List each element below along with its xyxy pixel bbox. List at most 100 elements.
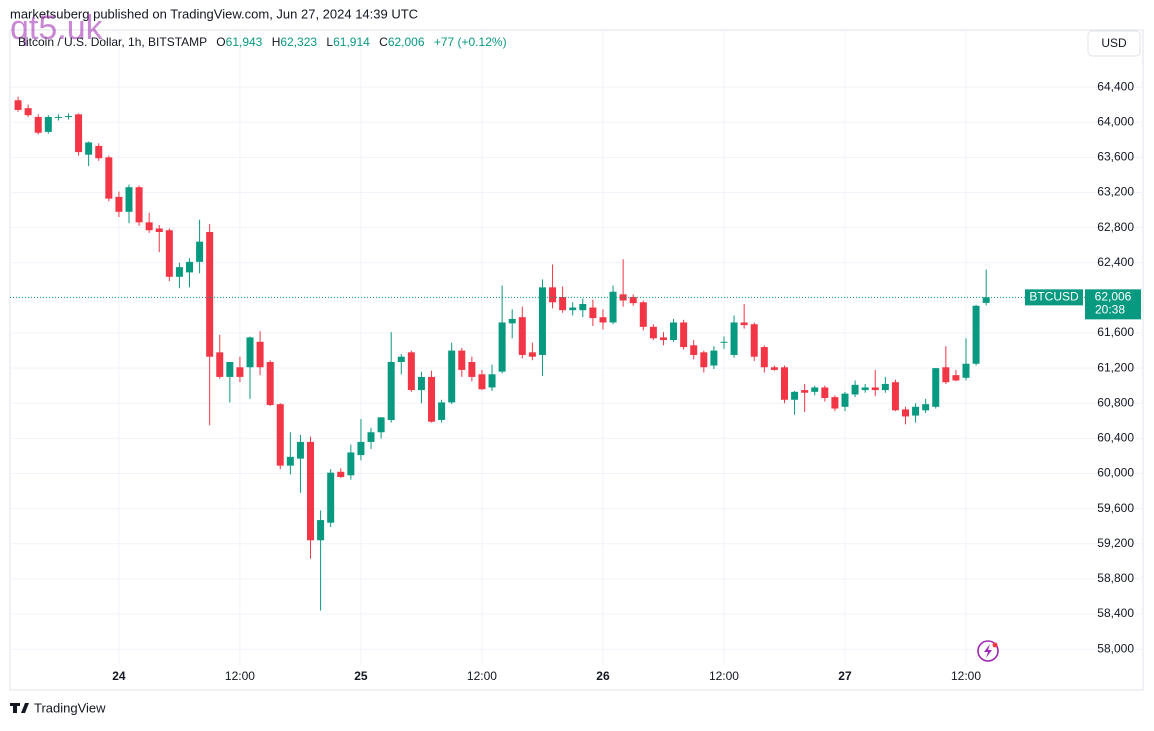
- alert-icon[interactable]: [977, 640, 999, 662]
- legend-key: C: [379, 35, 388, 49]
- candle-body: [216, 352, 224, 377]
- x-tick-label: 24: [112, 669, 126, 683]
- currency-label[interactable]: USD: [1101, 36, 1127, 50]
- candle-body: [740, 322, 748, 326]
- candle-body: [367, 432, 375, 442]
- candle-body: [135, 187, 143, 223]
- legend-change: +77 (+0.12%): [434, 35, 507, 49]
- candle-body: [720, 341, 728, 343]
- candle-body: [407, 352, 415, 391]
- candle-body: [327, 472, 335, 523]
- x-tick-label: 12:00: [709, 669, 739, 683]
- candle-body: [690, 345, 698, 355]
- candle-body: [337, 471, 345, 478]
- candle-body: [165, 230, 173, 277]
- y-tick-label: 64,400: [1097, 79, 1134, 93]
- candle-body: [105, 157, 113, 199]
- candle-body: [891, 382, 899, 411]
- legend-key: L: [326, 35, 333, 49]
- x-tick-label: 27: [838, 669, 852, 683]
- candle-body: [851, 384, 859, 395]
- price-tag-countdown: 20:38: [1095, 303, 1125, 317]
- candle-body: [609, 291, 617, 323]
- candle-body: [196, 241, 204, 262]
- symbol-tag: [1025, 289, 1083, 306]
- candle-body: [841, 393, 849, 407]
- y-tick-label: 60,000: [1097, 466, 1134, 480]
- candle-body: [387, 361, 395, 420]
- candle-body: [478, 374, 486, 390]
- symbol-tag-text: BTCUSD: [1029, 290, 1079, 304]
- candle-body: [619, 294, 627, 301]
- candle-body: [569, 307, 577, 311]
- candle-body: [952, 375, 960, 381]
- alert-circle[interactable]: [977, 640, 999, 662]
- candle-body: [912, 406, 920, 416]
- candle-body: [780, 367, 788, 400]
- alert-bolt[interactable]: [984, 644, 992, 658]
- candle-body: [175, 267, 183, 277]
- chart-frame: [9, 29, 1144, 691]
- candle-body: [246, 337, 254, 368]
- candle-body: [286, 456, 294, 466]
- published-line: marketsuberg published on TradingView.co…: [10, 6, 418, 21]
- x-tick-label: 12:00: [467, 669, 497, 683]
- candle-body: [24, 108, 32, 116]
- candle-body: [881, 383, 889, 391]
- candle-body: [95, 145, 103, 159]
- alert-dot[interactable]: [992, 642, 998, 648]
- currency-button-box[interactable]: [1087, 30, 1141, 57]
- candle-body: [34, 116, 42, 133]
- candle-body: [14, 100, 22, 110]
- legend-value: 61,914: [333, 35, 370, 49]
- candle-body: [276, 404, 284, 466]
- candle-body: [811, 387, 819, 392]
- legend-value: 62,006: [388, 35, 425, 49]
- y-tick-label: 58,800: [1097, 571, 1134, 585]
- candle-body: [760, 347, 768, 368]
- candle-body: [307, 441, 315, 541]
- y-tick-label: 59,200: [1097, 536, 1134, 550]
- candle-body: [659, 337, 667, 341]
- legend-value: 61,943: [226, 35, 263, 49]
- tv-logo[interactable]: TradingView: [10, 700, 106, 715]
- candle-body: [599, 317, 607, 323]
- tv-logo-text[interactable]: TradingView: [34, 700, 106, 715]
- x-tick-label: 12:00: [951, 669, 981, 683]
- x-tick-label: 26: [596, 669, 610, 683]
- y-tick-label: 59,600: [1097, 501, 1134, 515]
- candle-body: [186, 261, 194, 273]
- y-tick-label: 64,000: [1097, 114, 1134, 128]
- candle-body: [942, 367, 950, 383]
- candle-body: [85, 142, 93, 155]
- y-tick-label: 60,800: [1097, 395, 1134, 409]
- candle-body: [206, 232, 214, 357]
- candle-body: [417, 376, 425, 391]
- currency-button[interactable]: USD: [1087, 30, 1141, 57]
- candle-body: [438, 402, 446, 420]
- candle-body: [538, 287, 546, 355]
- price-tag: [1085, 289, 1141, 320]
- symbol-name: Bitcoin / U.S. Dollar, 1h, BITSTAMP: [18, 35, 207, 49]
- candle-body: [75, 114, 83, 153]
- candle-body: [44, 116, 52, 132]
- candle-body: [357, 441, 365, 456]
- candle-body: [871, 387, 879, 391]
- candle-body: [236, 367, 244, 377]
- tv-logo-icon[interactable]: [10, 703, 29, 713]
- candle-body: [932, 368, 940, 407]
- candle-body: [256, 341, 264, 368]
- candle-body: [589, 307, 597, 319]
- candle-body: [791, 391, 799, 400]
- y-tick-label: 60,400: [1097, 431, 1134, 445]
- candle-body: [64, 116, 72, 118]
- y-tick-label: 63,600: [1097, 150, 1134, 164]
- candle-body: [629, 296, 637, 304]
- candle-body: [730, 322, 738, 355]
- price-tag-price: 62,006: [1095, 290, 1132, 304]
- candle-body: [508, 318, 516, 324]
- candle-body: [448, 350, 456, 403]
- candle-body: [549, 287, 557, 303]
- candle-body: [296, 441, 304, 459]
